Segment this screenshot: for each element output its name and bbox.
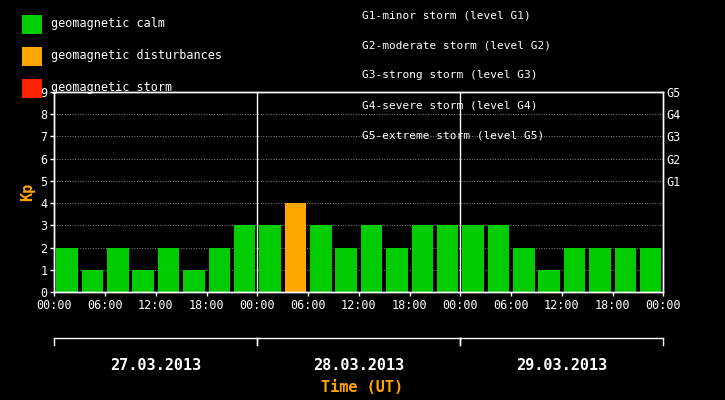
Text: 29.03.2013: 29.03.2013 [516, 358, 608, 374]
Bar [412, 225, 433, 292]
Text: geomagnetic disturbances: geomagnetic disturbances [51, 49, 222, 62]
Bar [133, 270, 154, 292]
Bar [589, 248, 610, 292]
Bar [386, 248, 407, 292]
Text: G4-severe storm (level G4): G4-severe storm (level G4) [362, 100, 538, 110]
Bar [640, 248, 661, 292]
Bar [234, 225, 255, 292]
Text: G5-extreme storm (level G5): G5-extreme storm (level G5) [362, 130, 544, 140]
Bar [107, 248, 128, 292]
Bar [209, 248, 230, 292]
Bar [336, 248, 357, 292]
Bar [82, 270, 103, 292]
Bar [310, 225, 331, 292]
Text: G2-moderate storm (level G2): G2-moderate storm (level G2) [362, 40, 552, 50]
Bar [513, 248, 534, 292]
Bar [488, 225, 509, 292]
Text: 28.03.2013: 28.03.2013 [313, 358, 405, 374]
Text: 27.03.2013: 27.03.2013 [110, 358, 202, 374]
Text: G3-strong storm (level G3): G3-strong storm (level G3) [362, 70, 538, 80]
Bar [183, 270, 204, 292]
Bar [285, 203, 306, 292]
Bar [57, 248, 78, 292]
Bar [615, 248, 636, 292]
Bar [539, 270, 560, 292]
Y-axis label: Kp: Kp [20, 183, 35, 201]
Text: Time (UT): Time (UT) [321, 380, 404, 395]
Text: geomagnetic calm: geomagnetic calm [51, 17, 165, 30]
Bar [437, 225, 458, 292]
Bar [361, 225, 382, 292]
Text: G1-minor storm (level G1): G1-minor storm (level G1) [362, 10, 531, 20]
Bar [158, 248, 179, 292]
Bar [260, 225, 281, 292]
Text: geomagnetic storm: geomagnetic storm [51, 81, 172, 94]
Bar [463, 225, 484, 292]
Bar [564, 248, 585, 292]
